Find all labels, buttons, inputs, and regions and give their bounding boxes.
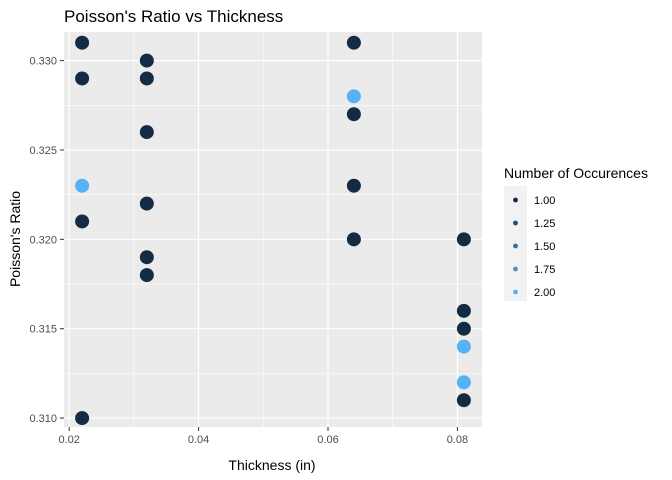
data-points <box>75 35 471 426</box>
legend-key <box>513 266 518 272</box>
y-tick-label: 0.315 <box>29 324 57 336</box>
data-point <box>346 232 361 247</box>
legend-key <box>513 197 518 203</box>
y-tick-label: 0.325 <box>29 145 57 157</box>
legend: Number of Occurences 1.00 1.25 1.50 1.75 2.0… <box>504 165 648 301</box>
data-point <box>75 214 90 229</box>
data-point <box>456 339 471 354</box>
data-point <box>456 393 471 408</box>
chart-title: Poisson's Ratio vs Thickness <box>64 7 283 26</box>
x-tick-label: 0.08 <box>447 434 468 446</box>
data-point <box>75 178 90 193</box>
data-point <box>139 125 154 140</box>
legend-key <box>513 243 518 249</box>
legend-label: 1.75 <box>534 264 555 276</box>
data-point <box>139 250 154 265</box>
x-tick-label: 0.04 <box>188 434 209 446</box>
legend-label: 1.25 <box>534 218 555 230</box>
plot-panel <box>64 32 482 427</box>
data-point <box>456 375 471 390</box>
y-axis: 0.310 0.315 0.320 0.325 0.330 <box>29 56 64 425</box>
y-tick-label: 0.320 <box>29 234 57 246</box>
data-point <box>139 53 154 68</box>
legend-label: 1.50 <box>534 241 555 253</box>
y-tick-label: 0.310 <box>29 413 57 425</box>
x-tick-label: 0.02 <box>58 434 79 446</box>
legend-title: Number of Occurences <box>504 165 648 181</box>
data-point <box>456 232 471 247</box>
legend-key <box>513 289 518 295</box>
data-point <box>346 35 361 50</box>
grid-major <box>64 32 482 427</box>
x-axis-title: Thickness (in) <box>228 457 315 473</box>
y-axis-title: Poisson's Ratio <box>7 191 23 287</box>
data-point <box>346 178 361 193</box>
grid-minor <box>64 32 482 427</box>
data-point <box>139 268 154 283</box>
legend-label: 2.00 <box>534 287 555 299</box>
legend-label: 1.00 <box>534 195 555 207</box>
data-point <box>456 303 471 318</box>
data-point <box>75 411 90 426</box>
data-point <box>139 71 154 86</box>
legend-key-background <box>504 186 527 301</box>
y-tick-label: 0.330 <box>29 56 57 68</box>
data-point <box>456 321 471 336</box>
x-tick-label: 0.06 <box>317 434 338 446</box>
data-point <box>139 196 154 211</box>
data-point <box>346 107 361 122</box>
x-axis: 0.02 0.04 0.06 0.08 <box>58 427 468 446</box>
data-point <box>346 89 361 104</box>
data-point <box>75 35 90 50</box>
legend-key <box>513 220 518 226</box>
data-point <box>75 71 90 86</box>
